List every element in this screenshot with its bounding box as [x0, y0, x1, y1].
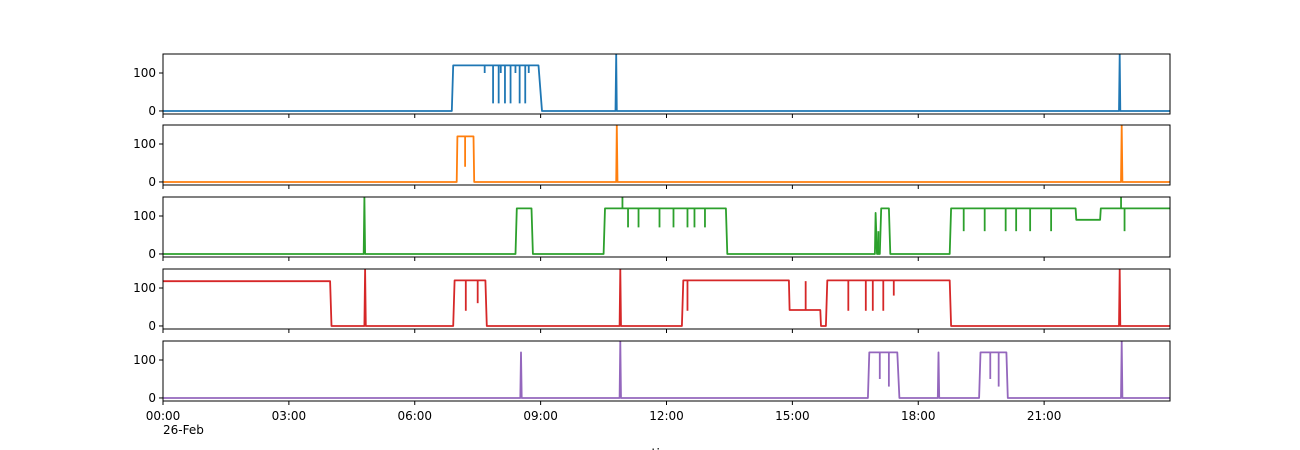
panel-frame	[162, 268, 1171, 330]
x-tick-label: 00:00	[146, 409, 181, 423]
x-tick-label: 18:00	[901, 409, 936, 423]
panel-5: 0 100	[133, 340, 1171, 405]
panel-frame	[162, 53, 1171, 115]
y-tick-label: 0	[148, 391, 156, 405]
series-line-1	[163, 54, 1170, 112]
chart-panels: 0 100 0 100 0 100 0 100 0 100	[133, 53, 1171, 405]
x-tick-label: 15:00	[775, 409, 810, 423]
x-tick-label: 21:00	[1027, 409, 1062, 423]
series-line-5	[163, 341, 1170, 399]
panel-frame	[162, 124, 1171, 186]
y-tick-label: 0	[148, 319, 156, 333]
panel-1: 0 100	[133, 53, 1171, 118]
x-axis-label: time	[651, 447, 680, 450]
panel-4: 0 100	[133, 268, 1171, 333]
y-tick-label: 100	[133, 137, 156, 151]
series-line-2	[163, 125, 1170, 183]
panel-3: 0 100	[133, 196, 1171, 261]
x-axis: 00:00 03:00 06:00 09:00 12:00 15:00 18:00 21:00…	[146, 409, 1062, 437]
panel-frame	[162, 340, 1171, 402]
x-tick-date-label: 26-Feb	[163, 423, 204, 437]
y-tick-label: 0	[148, 175, 156, 189]
x-tick-label: 03:00	[272, 409, 307, 423]
y-tick-label: 100	[133, 281, 156, 295]
x-tick-label: 09:00	[523, 409, 558, 423]
y-tick-label: 100	[133, 209, 156, 223]
panel-frame	[162, 196, 1171, 258]
y-tick-label: 100	[133, 66, 156, 80]
series-line-3	[163, 197, 1170, 255]
y-tick-label: 0	[148, 104, 156, 118]
panel-2: 0 100	[133, 124, 1171, 189]
series-line-4	[163, 269, 1170, 327]
x-tick-label: 12:00	[649, 409, 684, 423]
y-tick-label: 0	[148, 247, 156, 261]
y-tick-label: 100	[133, 353, 156, 367]
x-tick-label: 06:00	[397, 409, 432, 423]
